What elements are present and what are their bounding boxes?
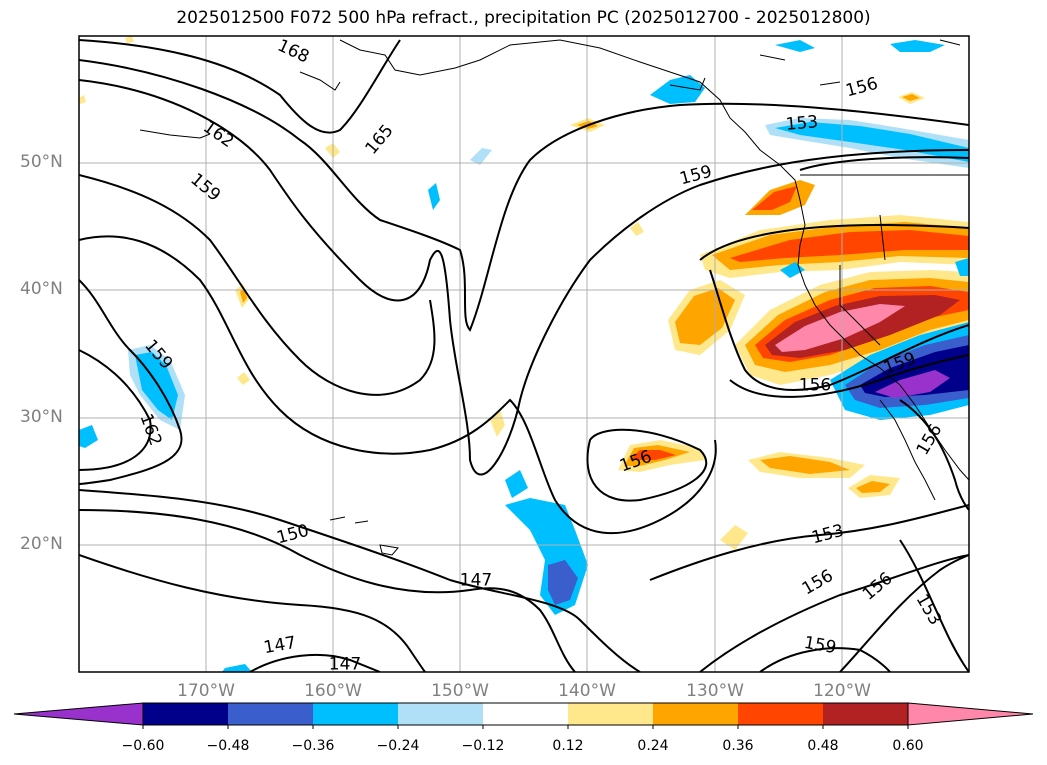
contour-label: 147 (328, 654, 362, 675)
colorbar-tick-label: −0.24 (376, 738, 420, 754)
colorbar-tick-label: −0.60 (121, 738, 165, 754)
lat-label-50: 50°N (20, 152, 63, 172)
colorbar-tick-label: 0.48 (807, 738, 839, 754)
contour-label: 156 (798, 375, 832, 396)
lon-label-140w: 140°W (558, 681, 616, 701)
lon-label-160w: 160°W (304, 681, 362, 701)
colorbar-segment (568, 703, 653, 725)
colorbar-tick-label: −0.36 (291, 738, 335, 754)
precipitation-shading (79, 36, 969, 672)
colorbar-segment (483, 703, 568, 725)
colorbar-tick-label: −0.48 (206, 738, 250, 754)
colorbar-tick-label: 0.12 (552, 738, 584, 754)
map-title: 2025012500 F072 500 hPa refract., precip… (176, 8, 871, 28)
colorbar-tick-label: −0.12 (461, 738, 505, 754)
lon-label-130w: 130°W (686, 681, 744, 701)
precip-negative-alaska (650, 75, 705, 104)
contours (79, 39, 969, 672)
lon-label-120w: 120°W (813, 681, 871, 701)
lat-label-30: 30°N (20, 407, 63, 427)
lat-label-20: 20°N (20, 534, 63, 554)
gridlines (79, 36, 969, 672)
colorbar-tick-label: 0.24 (637, 738, 669, 754)
colorbar-extend-low (13, 702, 144, 726)
lon-label-170w: 170°W (177, 681, 235, 701)
colorbar-segment (823, 703, 908, 725)
colorbar-segment (653, 703, 738, 725)
lat-label-40: 40°N (20, 279, 63, 299)
colorbar-segment (228, 703, 313, 725)
colorbar-tick-label: 0.36 (722, 738, 754, 754)
colorbar-extend-high (907, 702, 1034, 726)
contour-label: 147 (459, 570, 493, 591)
colorbar-segment (313, 703, 398, 725)
colorbar-tick-label: 0.60 (892, 738, 924, 754)
lon-label-150w: 150°W (431, 681, 489, 701)
colorbar-segment (398, 703, 483, 725)
colorbar-outline (142, 702, 909, 726)
colorbar-segment (143, 703, 228, 725)
colorbar-segment (738, 703, 823, 725)
map-frame (78, 35, 970, 673)
